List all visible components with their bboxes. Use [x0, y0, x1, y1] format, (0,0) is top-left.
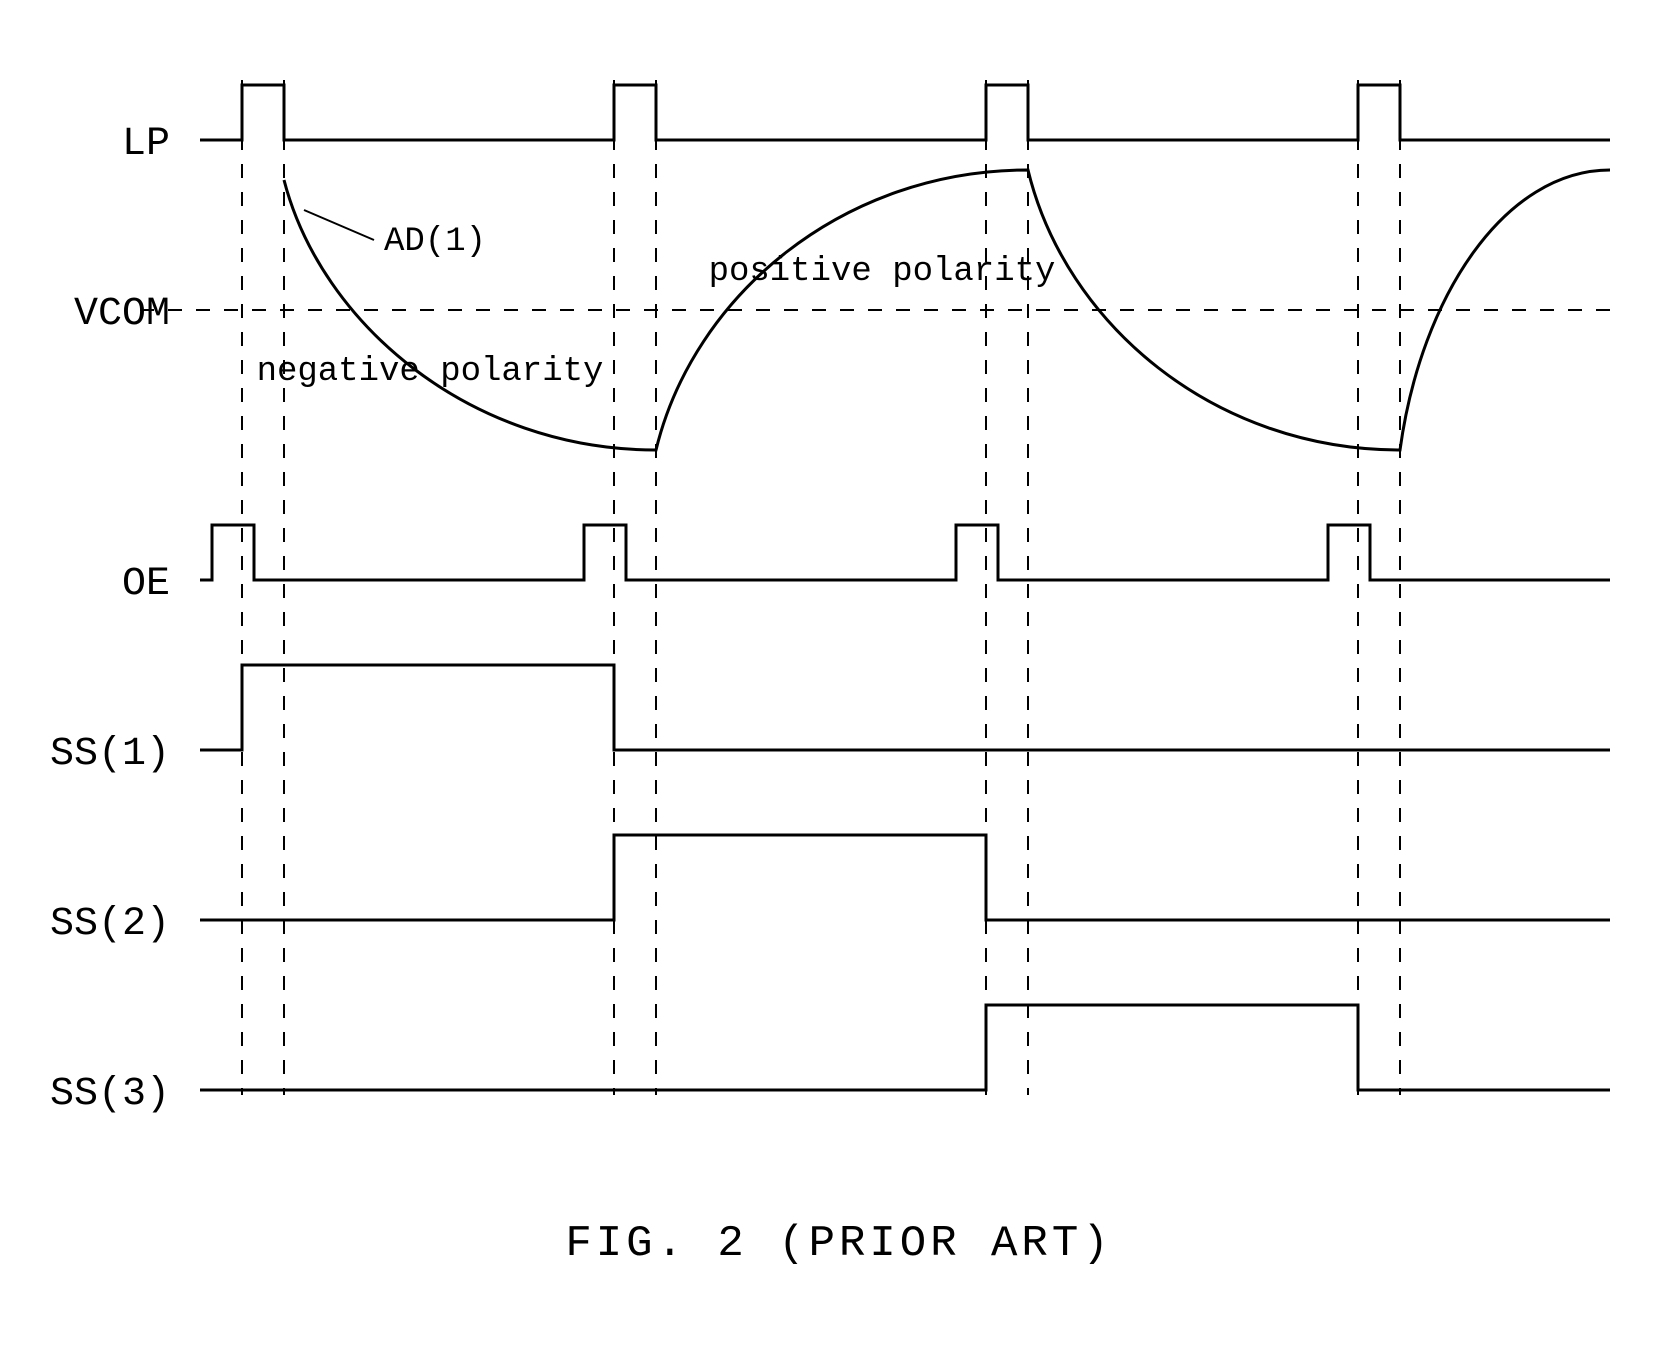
ss2-signal — [200, 835, 1610, 920]
ss2-label: SS(2) — [50, 902, 170, 947]
lp-signal — [200, 85, 1610, 140]
ad-callout-line — [304, 210, 374, 240]
negative-polarity-label: negative polarity — [257, 353, 604, 391]
figure-caption: FIG. 2 (PRIOR ART) — [565, 1219, 1112, 1269]
ss3-signal — [200, 1005, 1610, 1090]
ss3-label: SS(3) — [50, 1072, 170, 1117]
positive-polarity-label: positive polarity — [709, 253, 1056, 291]
vcom-label: VCOM — [74, 292, 170, 337]
oe-label: OE — [122, 562, 170, 607]
ad-annotation: AD(1) — [384, 223, 486, 261]
ss1-label: SS(1) — [50, 732, 170, 777]
lp-label: LP — [122, 122, 170, 167]
ss1-signal — [200, 665, 1610, 750]
oe-signal — [200, 525, 1610, 580]
